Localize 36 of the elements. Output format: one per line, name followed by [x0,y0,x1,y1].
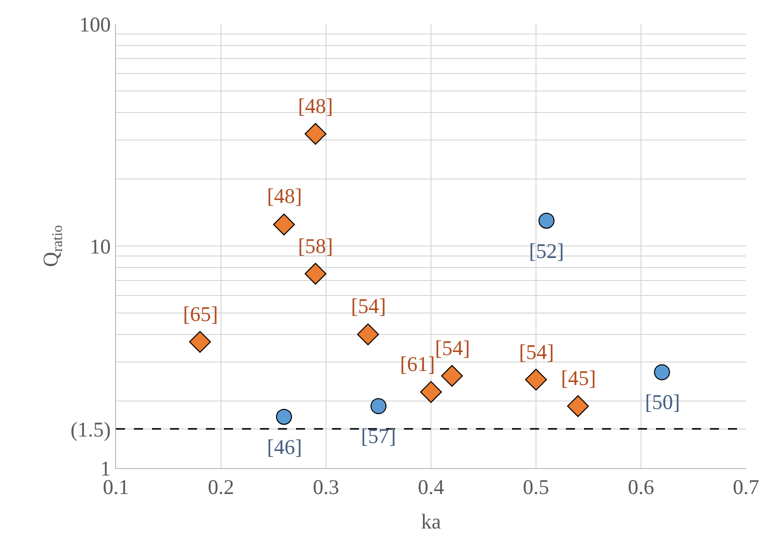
annotation: [45] [561,366,596,390]
point [273,214,295,236]
annotation: [52] [529,239,564,263]
x-axis-title: ka [421,509,442,534]
annotation: [61] [400,352,435,376]
annotation: [46] [267,435,302,459]
annotation: [57] [361,424,396,448]
annotation: [54] [519,340,554,364]
x-tick-label: 0.6 [628,475,654,500]
point [654,364,670,380]
y-tick-label: 100 [79,12,111,36]
point [304,262,326,285]
y-tick-label: (1.5) [70,417,111,442]
point [538,212,554,229]
x-tick-label: 0.4 [418,475,445,500]
x-tick-label: 0.3 [312,475,340,500]
annotation: [50] [645,390,680,414]
point [525,368,547,391]
point [276,408,292,425]
x-tick-label: 0.2 [208,475,234,500]
point [304,122,326,145]
point [567,395,589,418]
point [420,381,442,403]
annotation: [58] [298,234,333,258]
y-tick-label: 10 [90,234,111,258]
point [189,330,211,353]
point [370,398,386,414]
x-tick-label: 0.7 [732,475,760,500]
annotation: [65] [183,302,218,326]
annotation: [54] [435,336,470,360]
annotation: [48] [267,184,302,208]
annotation: [54] [351,294,386,318]
x-tick-label: 0.5 [522,475,550,500]
annotation: [48] [298,94,333,118]
point [357,323,379,346]
point [441,364,463,387]
